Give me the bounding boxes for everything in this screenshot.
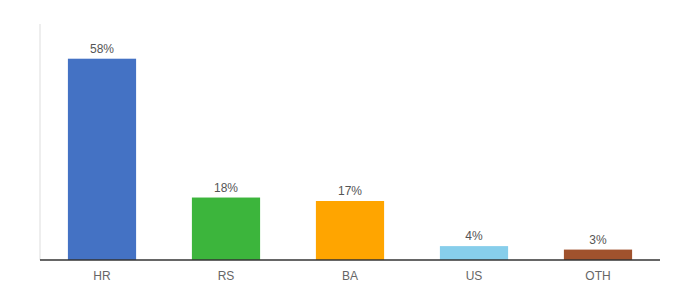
data-label: 3% <box>589 233 607 247</box>
chart-container: 58% 18% 17% 4% 3% HR RS BA US OTH <box>0 0 680 300</box>
data-label: 18% <box>214 181 238 195</box>
bar <box>440 246 508 260</box>
x-tick-label: HR <box>93 269 111 283</box>
bar <box>192 198 260 260</box>
bar <box>68 59 136 260</box>
chart: 58% 18% 17% 4% 3% HR RS BA US OTH <box>0 0 680 300</box>
data-label: 4% <box>465 229 483 243</box>
data-label: 58% <box>90 42 114 56</box>
x-tick-label: BA <box>342 269 358 283</box>
bar <box>316 201 384 260</box>
x-tick-label: OTH <box>585 269 610 283</box>
x-axis-line <box>40 259 660 261</box>
bars <box>68 59 632 260</box>
bar <box>564 250 632 260</box>
x-tick-label: RS <box>218 269 235 283</box>
data-label: 17% <box>338 184 362 198</box>
x-tick-label: US <box>466 269 483 283</box>
y-axis-line <box>40 24 41 260</box>
